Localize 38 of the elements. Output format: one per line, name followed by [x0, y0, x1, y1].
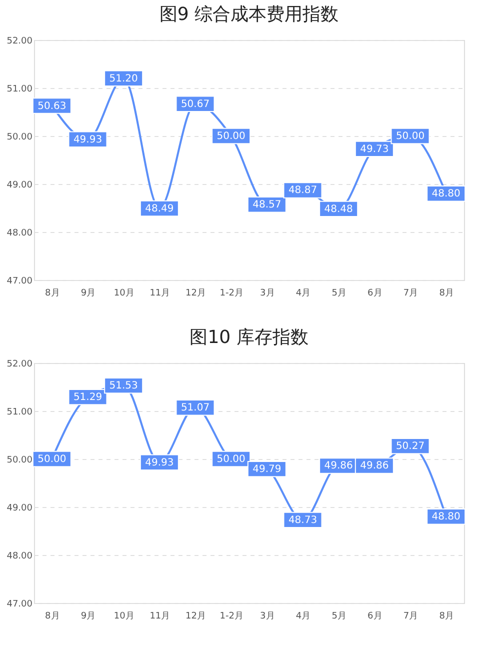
y-tick-label: 52.00 — [6, 360, 33, 370]
x-tick-label: 12月 — [186, 288, 206, 298]
x-tick-label: 5月 — [332, 612, 346, 622]
y-tick-label: 48.00 — [6, 552, 33, 562]
x-tick-label: 8月 — [439, 288, 454, 298]
x-tick-label: 5月 — [332, 288, 346, 298]
y-tick-label: 50.00 — [6, 456, 33, 466]
y-tick-label: 52.00 — [6, 36, 33, 46]
x-tick-label: 6月 — [368, 612, 382, 622]
x-tick-label: 4月 — [296, 288, 311, 298]
y-tick-label: 51.00 — [6, 408, 33, 418]
y-tick-label: 49.00 — [6, 504, 33, 514]
x-tick-label: 7月 — [403, 288, 418, 298]
x-tick-label: 6月 — [368, 288, 382, 298]
x-tick-label: 4月 — [296, 612, 311, 622]
y-tick-label: 47.00 — [6, 600, 33, 610]
y-tick-label: 47.00 — [6, 276, 33, 286]
x-tick-label: 9月 — [80, 612, 96, 622]
y-tick-label: 51.00 — [6, 84, 33, 94]
x-tick-label: 1-2月 — [220, 288, 244, 298]
x-tick-label: 10月 — [114, 288, 134, 298]
x-tick-label: 3月 — [260, 612, 275, 622]
x-tick-label: 11月 — [150, 288, 170, 298]
y-tick-label: 49.00 — [6, 180, 33, 190]
y-tick-label: 50.00 — [6, 132, 33, 142]
x-tick-label: 10月 — [114, 612, 134, 622]
x-tick-label: 8月 — [439, 612, 454, 622]
chart-title: 图10 库存指数 — [190, 327, 308, 348]
x-tick-label: 12月 — [186, 612, 206, 622]
x-tick-label: 1-2月 — [220, 612, 244, 622]
x-tick-label: 11月 — [150, 612, 170, 622]
x-tick-label: 8月 — [45, 288, 60, 298]
y-tick-label: 48.00 — [6, 228, 33, 238]
x-tick-label: 9月 — [80, 288, 96, 298]
x-tick-label: 7月 — [403, 612, 418, 622]
x-tick-label: 8月 — [45, 612, 60, 622]
x-tick-label: 3月 — [260, 288, 275, 298]
chart-title: 图9 综合成本费用指数 — [159, 4, 339, 25]
